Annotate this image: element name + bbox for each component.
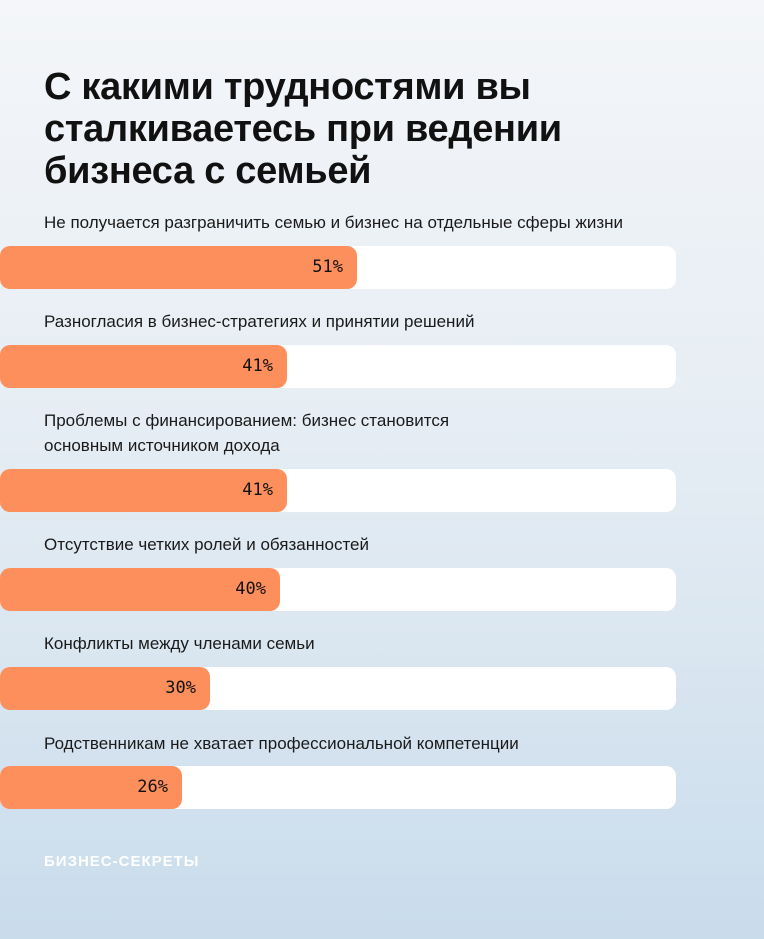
bar: 40% bbox=[0, 568, 280, 611]
bar-track: 40% bbox=[0, 568, 676, 611]
category-label: Проблемы с финансированием: бизнес стано… bbox=[44, 411, 450, 455]
bar-track: 51% bbox=[0, 246, 676, 289]
data-label: 41% bbox=[242, 480, 273, 500]
bar: 30% bbox=[0, 667, 210, 710]
brand-logo: БИЗНЕС-СЕКРЕТЫ bbox=[44, 853, 200, 870]
data-label: 40% bbox=[235, 579, 266, 599]
data-label: 30% bbox=[165, 678, 196, 698]
bar: 41% bbox=[0, 469, 287, 512]
bar-track: 41% bbox=[0, 469, 676, 512]
bar: 26% bbox=[0, 766, 182, 809]
category-label: Отсутствие четких ролей и обязанностей bbox=[44, 535, 369, 554]
chart-title: С какими трудностями вы сталкиваетесь пр… bbox=[44, 66, 562, 192]
data-label: 51% bbox=[312, 257, 343, 277]
data-label: 41% bbox=[242, 356, 273, 376]
data-label: 26% bbox=[137, 777, 168, 797]
category-label: Конфликты между членами семьи bbox=[44, 634, 315, 653]
bar: 41% bbox=[0, 345, 287, 388]
bar: 51% bbox=[0, 246, 357, 289]
bar-track: 30% bbox=[0, 667, 676, 710]
category-label: Разногласия в бизнес-стратегиях и принят… bbox=[44, 312, 475, 331]
bar-track: 26% bbox=[0, 766, 676, 809]
category-label: Не получается разграничить семью и бизне… bbox=[44, 213, 624, 232]
category-label: Родственникам не хватает профессионально… bbox=[44, 734, 519, 753]
bar-track: 41% bbox=[0, 345, 676, 388]
